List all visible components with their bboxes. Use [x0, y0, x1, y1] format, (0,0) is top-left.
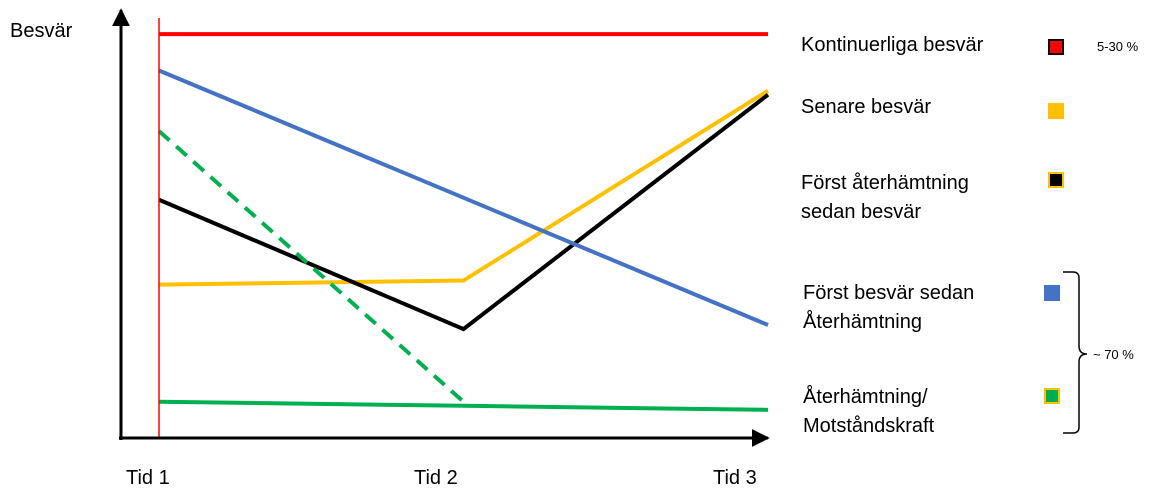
series-line-4 — [158, 399, 769, 412]
legend-swatch-aterhamtning — [1044, 388, 1060, 404]
legend-label-forst-besvar: Först besvär sedan Återhämtning — [803, 282, 975, 333]
y-axis-label: Besvär — [10, 20, 73, 42]
legend-label-forst-aterhamtning: Först återhämtning sedan besvär — [801, 172, 969, 223]
series-layer — [157, 32, 770, 412]
legend-swatch-kontinuerliga — [1048, 39, 1064, 55]
x-tick-label: Tid 2 — [414, 467, 458, 489]
legend-swatch-forst-besvar — [1044, 285, 1060, 301]
series-line-3 — [158, 68, 769, 327]
legend-label-senare: Senare besvär — [801, 96, 932, 118]
series-line-1 — [158, 88, 770, 287]
legend-label-aterhamtning: Återhämtning/ Motståndskraft — [803, 386, 935, 437]
x-tick-label: Tid 1 — [126, 467, 170, 489]
legend-swatch-senare — [1048, 103, 1064, 119]
legend-swatch-forst-aterhamtning — [1048, 172, 1064, 188]
top-range-annotation: 5-30 % — [1097, 39, 1139, 54]
legend-label-kontinuerliga: Kontinuerliga besvär — [801, 34, 984, 56]
series-line-2 — [158, 93, 770, 332]
bottom-range-annotation: ~ 70 % — [1093, 347, 1134, 362]
x-tick-label: Tid 3 — [713, 467, 757, 489]
lower-group-brace — [1063, 271, 1088, 434]
